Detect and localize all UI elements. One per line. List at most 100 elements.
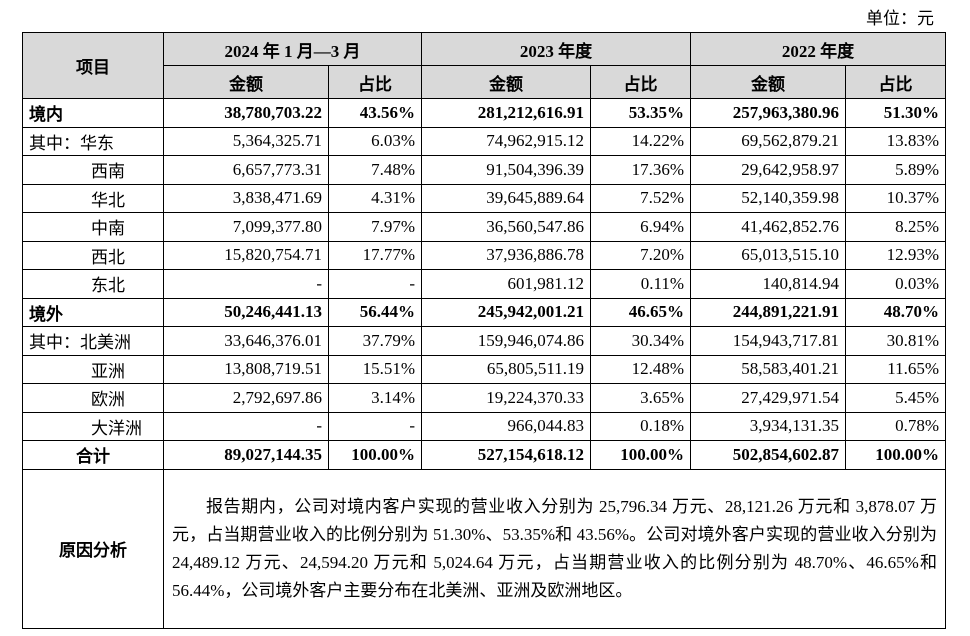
cell: 17.36% [590, 155, 691, 185]
table-row: 亚洲 13,808,719.51 15.51% 65,805,511.19 12.48%… [22, 354, 946, 384]
cell: 257,963,380.96 [690, 98, 846, 128]
reason-label: 原因分析 [22, 468, 164, 629]
table-row: 大洋洲 - -966,044.83 0.18% 3,934,131.35 0.78% [22, 411, 946, 441]
table-row: 东北 - -601,981.12 0.11% 140,814.94 0.03% [22, 269, 946, 299]
table-header: 项目 2024 年 1 月—3 月 2023 年度 2022 年度 金额 占比 金额 占比 金额… [22, 32, 946, 99]
cell: 3,838,471.69 [163, 183, 329, 213]
cell: 7.97% [328, 212, 422, 242]
period-header: 2022 年度 [690, 32, 946, 66]
cell: 100.00% [590, 440, 691, 470]
sub-header: 金额 [163, 65, 329, 99]
cell: 33,646,376.01 [163, 326, 329, 356]
cell: 12.48% [590, 354, 691, 384]
cell: 2,792,697.86 [163, 383, 329, 413]
row-label: 合计 [22, 440, 164, 470]
cell: 65,013,515.10 [690, 240, 846, 270]
table-body: 境内 38,780,703.22 43.56% 281,212,616.91 53.35… [22, 98, 946, 629]
header-row: 金额 占比 金额 占比 金额 占比 [23, 65, 946, 99]
cell: 100.00% [328, 440, 422, 470]
row-label: 亚洲 [22, 354, 164, 384]
cell: 6.03% [328, 126, 422, 156]
table-row: 境外 50,246,441.13 56.44% 245,942,001.21 46.65… [22, 297, 946, 327]
table-row: 欧洲 2,792,697.86 3.14% 19,224,370.33 3.65% 27,… [22, 383, 946, 413]
table-row: 西北 15,820,754.71 17.77% 37,936,886.78 7.20% 6… [22, 240, 946, 270]
cell: 3.14% [328, 383, 422, 413]
cell: 53.35% [590, 98, 691, 128]
cell: 0.18% [590, 411, 691, 441]
cell: 0.78% [845, 411, 946, 441]
cell: 14.22% [590, 126, 691, 156]
row-label: 西南 [22, 155, 164, 185]
row-label: 东北 [22, 269, 164, 299]
cell: 0.03% [845, 269, 946, 299]
cell: 140,814.94 [690, 269, 846, 299]
cell: - [328, 269, 422, 299]
table-row: 中南 7,099,377.80 7.97% 36,560,547.86 6.94% 41,… [22, 212, 946, 242]
cell: 29,642,958.97 [690, 155, 846, 185]
cell: 39,645,889.64 [421, 183, 591, 213]
header-row: 项目 2024 年 1 月—3 月 2023 年度 2022 年度 [22, 32, 946, 99]
table-row: 境内 38,780,703.22 43.56% 281,212,616.91 53.35… [22, 98, 946, 128]
row-label: 华北 [22, 183, 164, 213]
item-header: 项目 [22, 32, 164, 99]
cell: 7.20% [590, 240, 691, 270]
cell: 50,246,441.13 [163, 297, 329, 327]
cell: 0.11% [590, 269, 691, 299]
revenue-table: 项目 2024 年 1 月—3 月 2023 年度 2022 年度 金额 占比 金额 占比 金额… [22, 32, 946, 629]
cell: 502,854,602.87 [690, 440, 846, 470]
cell: 30.34% [590, 326, 691, 356]
cell: 36,560,547.86 [421, 212, 591, 242]
cell: 7.48% [328, 155, 422, 185]
sub-header: 金额 [690, 65, 846, 99]
cell: 7,099,377.80 [163, 212, 329, 242]
cell: 91,504,396.39 [421, 155, 591, 185]
cell: 41,462,852.76 [690, 212, 846, 242]
cell: 37.79% [328, 326, 422, 356]
cell: 10.37% [845, 183, 946, 213]
cell: - [328, 411, 422, 441]
cell: 6,657,773.31 [163, 155, 329, 185]
cell: 15.51% [328, 354, 422, 384]
cell: 154,943,717.81 [690, 326, 846, 356]
row-label: 大洋洲 [22, 411, 164, 441]
cell: 13.83% [845, 126, 946, 156]
period-header: 2024 年 1 月—3 月 [163, 32, 422, 66]
cell: 15,820,754.71 [163, 240, 329, 270]
row-label: 西北 [22, 240, 164, 270]
row-label: 境外 [22, 297, 164, 327]
cell: 8.25% [845, 212, 946, 242]
cell: 100.00% [845, 440, 946, 470]
cell: 6.94% [590, 212, 691, 242]
row-label: 欧洲 [22, 383, 164, 413]
cell: 11.65% [845, 354, 946, 384]
reason-row: 原因分析 报告期内，公司对境内客户实现的营业收入分别为 25,796.34 万元、… [22, 468, 946, 629]
cell: 27,429,971.54 [690, 383, 846, 413]
table-row: 其中：北美洲 33,646,376.01 37.79% 159,946,074.86 3… [22, 326, 946, 356]
cell: 37,936,886.78 [421, 240, 591, 270]
reason-text: 报告期内，公司对境内客户实现的营业收入分别为 25,796.34 万元、28,1… [163, 468, 946, 629]
cell: 69,562,879.21 [690, 126, 846, 156]
cell: 48.70% [845, 297, 946, 327]
sub-header: 占比 [845, 65, 946, 99]
period-header: 2023 年度 [421, 32, 691, 66]
cell: 51.30% [845, 98, 946, 128]
cell: - [163, 269, 329, 299]
table-row: 其中：华东 5,364,325.71 6.03% 74,962,915.12 14.22… [22, 126, 946, 156]
cell: 966,044.83 [421, 411, 591, 441]
cell: 17.77% [328, 240, 422, 270]
row-label: 其中：华东 [22, 126, 164, 156]
sub-header: 占比 [590, 65, 691, 99]
cell: 56.44% [328, 297, 422, 327]
cell: 74,962,915.12 [421, 126, 591, 156]
cell: 7.52% [590, 183, 691, 213]
cell: 3.65% [590, 383, 691, 413]
row-label: 其中：北美洲 [22, 326, 164, 356]
cell: 5.45% [845, 383, 946, 413]
cell: 46.65% [590, 297, 691, 327]
cell: 159,946,074.86 [421, 326, 591, 356]
table-row: 华北 3,838,471.69 4.31% 39,645,889.64 7.52% 52,… [22, 183, 946, 213]
cell: 38,780,703.22 [163, 98, 329, 128]
cell: 5.89% [845, 155, 946, 185]
cell: 281,212,616.91 [421, 98, 591, 128]
